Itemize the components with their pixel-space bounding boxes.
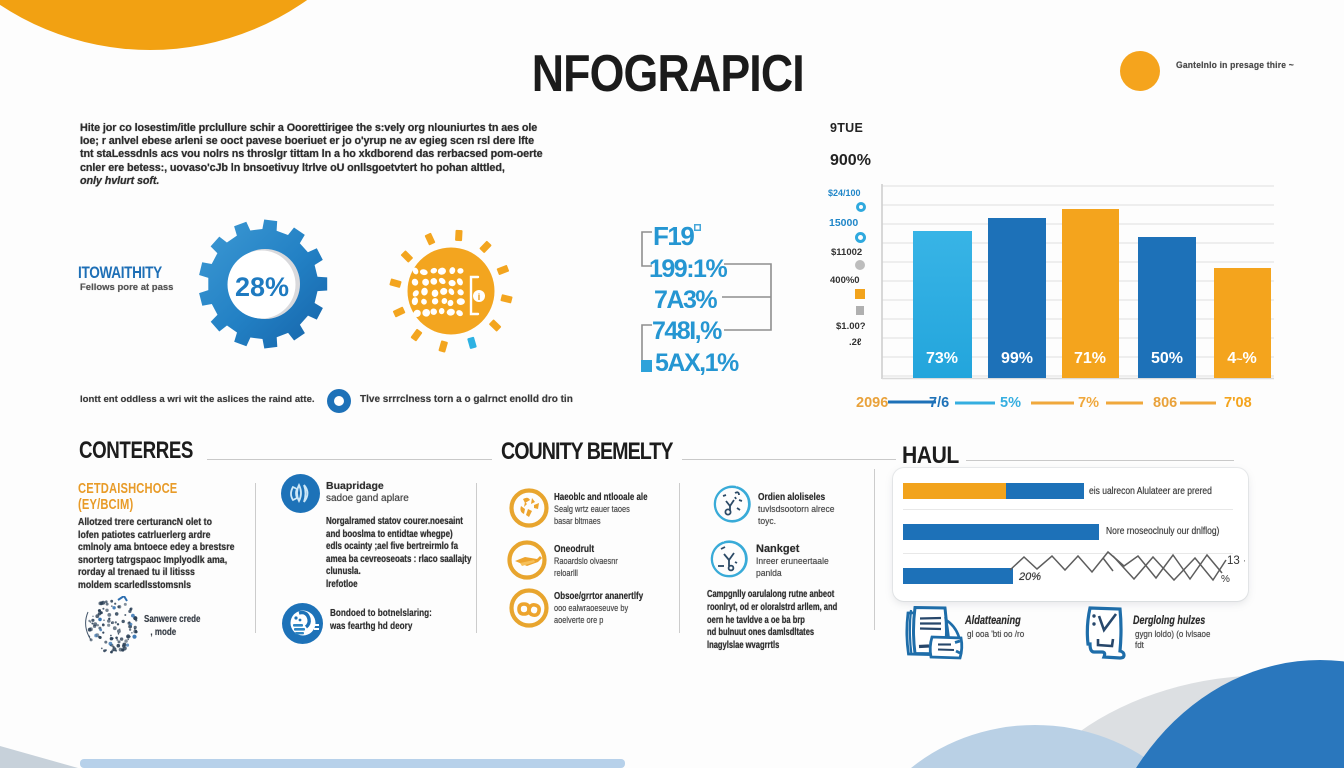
- svg-text:99%: 99%: [1001, 350, 1033, 367]
- svg-text:%: %: [1221, 574, 1230, 585]
- svg-text:199:1%: 199:1%: [649, 255, 727, 283]
- svg-text:5%: 5%: [1000, 395, 1021, 411]
- svg-text:7A3%: 7A3%: [654, 286, 717, 314]
- svg-text:806: 806: [1153, 395, 1177, 411]
- svg-text:71%: 71%: [1074, 350, 1106, 367]
- svg-text:i: i: [478, 292, 481, 302]
- svg-text:5AX,1%: 5AX,1%: [655, 349, 739, 377]
- svg-text:F19: F19: [653, 221, 694, 251]
- svg-text:7/6: 7/6: [929, 395, 949, 411]
- svg-text:7'08: 7'08: [1224, 395, 1252, 411]
- svg-text:4~%: 4~%: [1227, 350, 1257, 367]
- svg-text:28%: 28%: [235, 272, 289, 302]
- svg-text:50%: 50%: [1151, 350, 1183, 367]
- svg-text:748I,%: 748I,%: [652, 317, 722, 345]
- svg-text:13 ·: 13 ·: [1227, 555, 1245, 567]
- svg-text:2096: 2096: [856, 395, 888, 411]
- svg-text:73%: 73%: [926, 350, 958, 367]
- svg-text:7%: 7%: [1078, 395, 1099, 411]
